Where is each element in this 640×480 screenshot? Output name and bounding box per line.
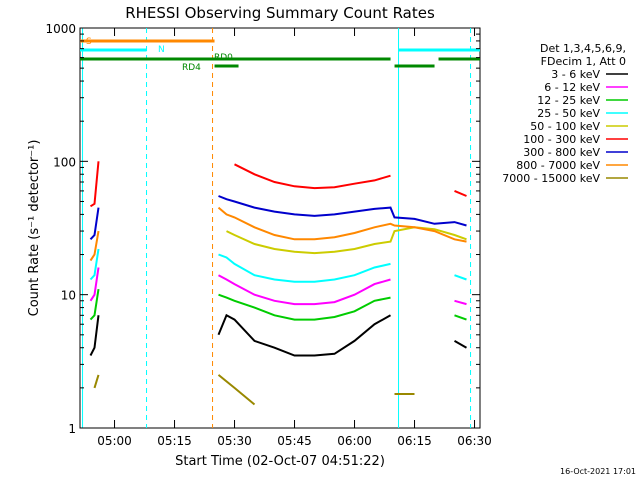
x-axis: 05:00 05:15 05:30 05:45 06:00 06:15 06:30 bbox=[97, 28, 492, 448]
legend-label: 3 - 6 keV bbox=[551, 68, 600, 81]
series-line bbox=[93, 374, 100, 389]
legend: Det 1,3,4,5,6,9,FDecim 1, Att 03 - 6 keV… bbox=[502, 42, 628, 185]
y-tick-label: 10 bbox=[61, 289, 76, 303]
status-label: RD4 bbox=[182, 63, 201, 73]
legend-header: FDecim 1, Att 0 bbox=[541, 55, 626, 68]
series-line bbox=[217, 206, 467, 243]
series-line bbox=[89, 161, 100, 208]
chart-title: RHESSI Observing Summary Count Rates bbox=[125, 4, 435, 22]
legend-header: Det 1,3,4,5,6,9, bbox=[540, 42, 626, 55]
series-line bbox=[218, 253, 391, 283]
legend-label: 6 - 12 keV bbox=[544, 81, 600, 94]
legend-label: 7000 - 15000 keV bbox=[502, 172, 600, 185]
series-line bbox=[226, 226, 467, 255]
series-line bbox=[217, 374, 256, 406]
x-axis-label: Start Time (02-Oct-07 04:51:22) bbox=[175, 454, 385, 469]
y-tick-label: 1 bbox=[68, 422, 76, 436]
series-line bbox=[218, 274, 391, 306]
legend-label: 100 - 300 keV bbox=[523, 133, 600, 146]
legend-label: 12 - 25 keV bbox=[537, 94, 600, 107]
series-line bbox=[234, 163, 391, 190]
series-line bbox=[89, 315, 100, 356]
series-line bbox=[454, 189, 467, 197]
x-tick-label: 05:45 bbox=[277, 434, 312, 448]
y-axis-label: Count Rate (s⁻¹ detector⁻¹) bbox=[27, 140, 42, 317]
y-axis: 1 10 100 1000 bbox=[45, 22, 480, 436]
y-tick-label: 1000 bbox=[45, 22, 76, 36]
x-tick-label: 06:00 bbox=[337, 434, 372, 448]
plot-area bbox=[79, 27, 481, 429]
series-line bbox=[89, 230, 100, 262]
x-tick-label: 06:30 bbox=[457, 434, 492, 448]
series-line bbox=[217, 313, 391, 357]
legend-label: 25 - 50 keV bbox=[537, 107, 600, 120]
series-line bbox=[454, 299, 467, 306]
x-tick-label: 05:00 bbox=[97, 434, 132, 448]
x-tick-label: 05:15 bbox=[157, 434, 192, 448]
status-bars: S N RD0 RD4 bbox=[80, 28, 480, 428]
legend-label: 50 - 100 keV bbox=[530, 120, 600, 133]
series-line bbox=[454, 340, 467, 349]
series-line bbox=[454, 314, 467, 321]
status-label: S bbox=[86, 37, 92, 47]
footer-date: 16-Oct-2021 17:01 bbox=[560, 467, 636, 476]
status-label: RD0 bbox=[214, 53, 233, 63]
series-line bbox=[218, 195, 467, 227]
series-line bbox=[89, 288, 100, 321]
series-line bbox=[218, 293, 391, 321]
series-line bbox=[89, 267, 100, 302]
legend-label: 300 - 800 keV bbox=[523, 146, 600, 159]
x-tick-label: 06:15 bbox=[397, 434, 432, 448]
series-line bbox=[454, 274, 467, 281]
x-tick-label: 05:30 bbox=[217, 434, 252, 448]
series-layer bbox=[89, 161, 467, 406]
legend-label: 800 - 7000 keV bbox=[516, 159, 600, 172]
status-label: N bbox=[158, 45, 165, 55]
series-line bbox=[89, 248, 100, 281]
y-tick-label: 100 bbox=[53, 155, 76, 169]
series-line bbox=[89, 207, 100, 240]
